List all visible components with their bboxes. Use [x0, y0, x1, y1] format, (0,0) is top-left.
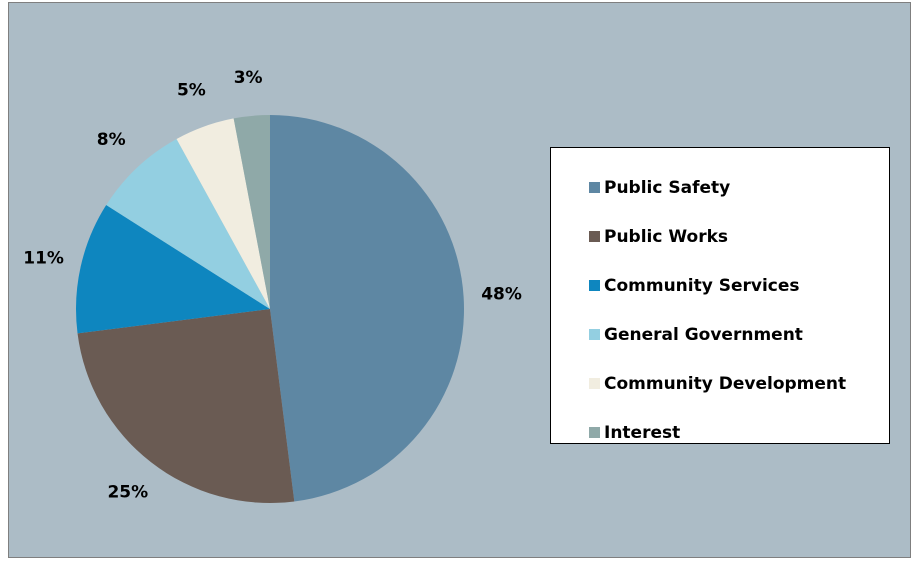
- data-label-interest: 3%: [234, 68, 263, 88]
- data-label-public-safety: 48%: [481, 284, 522, 304]
- legend-swatch-general-government: [589, 329, 600, 340]
- pie-slice-public-safety: [270, 115, 464, 502]
- legend-label-community-services: Community Services: [604, 275, 800, 296]
- legend-item-interest: Interest: [589, 408, 889, 457]
- legend-label-community-development: Community Development: [604, 373, 847, 394]
- legend-swatch-public-safety: [589, 182, 600, 193]
- pie-slice-community-services: [76, 205, 270, 334]
- legend-swatch-interest: [589, 427, 600, 438]
- data-label-community-services: 11%: [23, 248, 64, 268]
- chart-area: 48% 25% 11% 8% 5% 3% Public Safety Public Wor…: [8, 2, 911, 558]
- data-label-community-development: 5%: [177, 81, 206, 101]
- legend-item-general-government: General Government: [589, 310, 889, 359]
- data-label-general-government: 8%: [97, 130, 126, 150]
- legend: Public Safety Public Works Community Ser…: [550, 147, 890, 444]
- legend-label-general-government: General Government: [604, 324, 803, 345]
- legend-item-public-works: Public Works: [589, 212, 889, 261]
- data-label-public-works: 25%: [107, 482, 148, 502]
- legend-swatch-community-services: [589, 280, 600, 291]
- legend-item-community-development: Community Development: [589, 359, 889, 408]
- legend-item-public-safety: Public Safety: [589, 163, 889, 212]
- legend-item-community-services: Community Services: [589, 261, 889, 310]
- pie-slice-community-development: [176, 118, 270, 309]
- legend-swatch-community-development: [589, 378, 600, 389]
- legend-label-public-works: Public Works: [604, 226, 729, 247]
- legend-swatch-public-works: [589, 231, 600, 242]
- pie-slice-general-government: [106, 138, 271, 309]
- legend-label-interest: Interest: [604, 422, 681, 443]
- pie-slice-public-works: [77, 309, 295, 503]
- legend-label-public-safety: Public Safety: [604, 177, 731, 198]
- pie-chart: 48% 25% 11% 8% 5% 3%: [23, 68, 522, 503]
- pie-slice-interest: [233, 115, 270, 309]
